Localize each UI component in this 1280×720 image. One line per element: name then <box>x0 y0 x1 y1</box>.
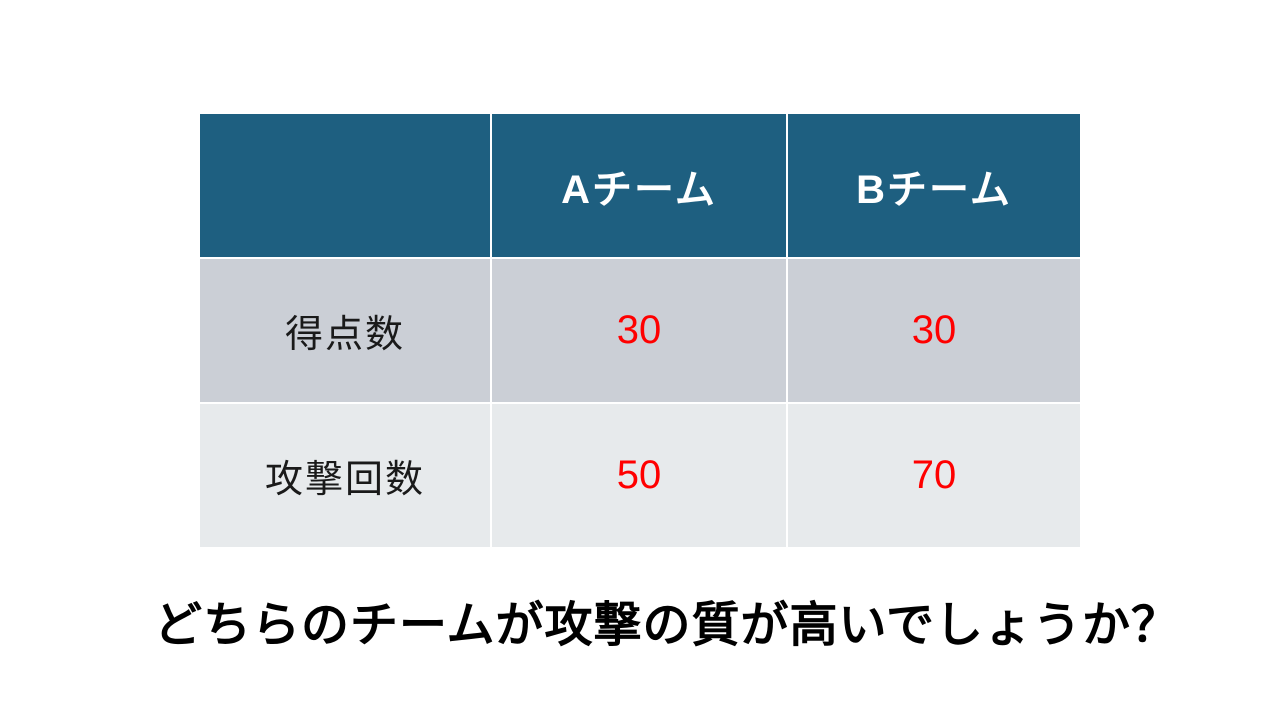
table-row-attacks: 攻撃回数 50 70 <box>198 402 1082 549</box>
score-table: Aチーム Bチーム 得点数 30 30 攻撃回数 50 70 <box>198 112 1082 549</box>
corner-cell <box>198 112 492 259</box>
team-a-header: Aチーム <box>490 112 788 259</box>
team-a-attacks-value: 50 <box>490 402 788 549</box>
row-label-points: 得点数 <box>198 257 492 404</box>
table-row-points: 得点数 30 30 <box>198 257 1082 404</box>
row-label-attacks: 攻撃回数 <box>198 402 492 549</box>
question-text: どちらのチームが攻撃の質が高いでしょうか？ <box>153 599 1181 652</box>
team-b-attacks-value: 70 <box>786 402 1082 549</box>
team-a-points-value: 30 <box>490 257 788 404</box>
table-header-row: Aチーム Bチーム <box>198 112 1082 259</box>
team-b-points-value: 30 <box>786 257 1082 404</box>
team-b-header: Bチーム <box>786 112 1082 259</box>
